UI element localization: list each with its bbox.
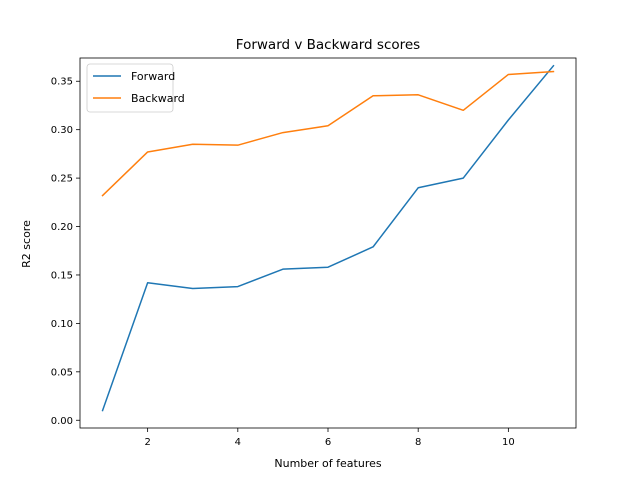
chart-title: Forward v Backward scores bbox=[236, 37, 420, 53]
y-tick-label: 0.10 bbox=[51, 319, 73, 330]
x-tick-label: 10 bbox=[502, 437, 515, 448]
plot-area: 2 4 6 8 10 0.00 0.05 0.10 0.15 0.20 0.25 0.30 0.35 bbox=[51, 57, 577, 448]
x-tick-label: 4 bbox=[235, 437, 241, 448]
x-tick-label: 8 bbox=[415, 437, 421, 448]
series-line-forward bbox=[101, 64, 555, 412]
series-line-backward bbox=[101, 70, 555, 197]
legend-label-forward: Forward bbox=[131, 70, 175, 83]
y-tick-label: 0.05 bbox=[51, 367, 73, 378]
y-tick-label: 0.20 bbox=[51, 222, 73, 233]
x-axis-label: Number of features bbox=[274, 457, 381, 470]
x-tick-label: 2 bbox=[144, 437, 150, 448]
y-axis-label: R2 score bbox=[20, 220, 33, 268]
y-tick-label: 0.25 bbox=[51, 174, 73, 185]
x-tick-label: 6 bbox=[325, 437, 331, 448]
legend: Forward Backward bbox=[86, 63, 185, 113]
y-tick-label: 0.15 bbox=[51, 270, 73, 281]
y-tick-label: 0.35 bbox=[51, 77, 73, 88]
axes-frame bbox=[79, 57, 577, 429]
legend-label-backward: Backward bbox=[131, 92, 185, 105]
y-tick-label: 0.30 bbox=[51, 125, 73, 136]
y-tick-label: 0.00 bbox=[51, 416, 73, 427]
